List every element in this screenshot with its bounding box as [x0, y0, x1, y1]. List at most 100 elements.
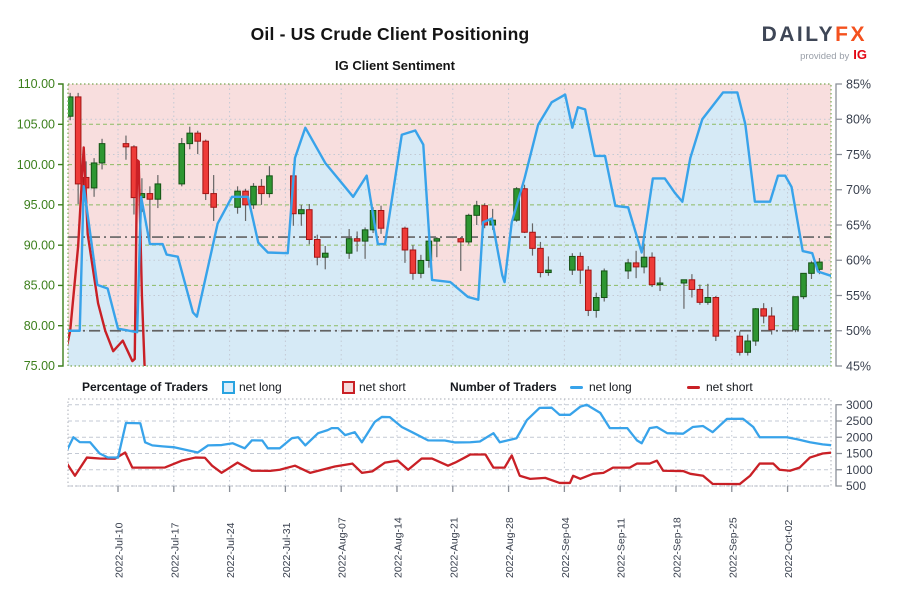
candle-down	[712, 297, 720, 337]
price-axis-line	[58, 83, 64, 367]
candle-up	[800, 272, 807, 298]
price-tick-label: 80.00	[24, 319, 55, 333]
candle-up	[752, 308, 759, 342]
candle-down	[353, 238, 361, 242]
dailyfx-logo[interactable]: DAILYFX provided by IG	[762, 24, 867, 62]
net-long-shaded-area	[68, 92, 831, 366]
candle-up	[417, 259, 425, 274]
candle-up	[600, 270, 608, 299]
candle-down	[210, 193, 217, 208]
legend-count-net-long: net long	[589, 380, 632, 394]
candle-up	[68, 96, 74, 117]
pct-tick-label: 50%	[846, 324, 871, 338]
main-panel-border	[67, 83, 832, 367]
candle-down	[768, 315, 775, 331]
candle-up	[186, 132, 194, 145]
legend-number-of-traders: Number of Traders	[450, 380, 557, 394]
candle-up	[321, 252, 329, 258]
dailyfx-logo-text: DAILYFX	[761, 23, 867, 46]
candle-down	[377, 209, 385, 229]
date-tick-label: 2022-Aug-07	[337, 517, 349, 578]
net-long-pct-line	[68, 91, 831, 334]
candle-up	[656, 282, 664, 286]
candle-up	[154, 183, 162, 200]
candle-down	[688, 279, 696, 290]
count-axis-line	[835, 404, 842, 487]
candle-down	[146, 193, 154, 200]
price-tick-label: 100.00	[17, 158, 55, 172]
candle-down	[632, 262, 640, 268]
net-long-line-swatch	[570, 386, 583, 389]
candle-down	[74, 96, 82, 185]
candle-up	[704, 297, 712, 303]
page-subtitle: IG Client Sentiment	[335, 58, 455, 73]
date-tick-label: 2022-Sep-25	[727, 517, 739, 578]
candle-up	[345, 238, 353, 254]
date-tick-label: 2022-Jul-17	[169, 522, 181, 578]
candle-up	[592, 297, 600, 311]
candle-down	[584, 269, 592, 311]
candle-down	[537, 247, 544, 274]
legend-count-net-short: net short	[706, 380, 753, 394]
pct-axis-line	[835, 83, 842, 367]
candle-up	[250, 185, 257, 206]
candle-down	[401, 227, 409, 251]
pct-tick-label: 70%	[846, 183, 871, 197]
candle-up	[624, 262, 632, 272]
candle-up	[473, 205, 480, 216]
net-short-line-swatch	[687, 386, 700, 389]
count-tick-label: 2500	[846, 414, 873, 428]
candle-down	[122, 143, 130, 148]
date-tick-label: 2022-Sep-04	[560, 517, 572, 578]
price-tick-label: 95.00	[24, 198, 55, 212]
legend-pct-net-short: net short	[359, 380, 406, 394]
net-short-shaded-area	[68, 84, 831, 333]
trader-count-lines	[68, 403, 831, 486]
date-tick-label: 2022-Jul-24	[225, 522, 237, 578]
date-tick-label: 2022-Sep-11	[616, 518, 628, 578]
candle-down	[258, 185, 265, 195]
candle-up	[90, 162, 98, 189]
candle-down	[409, 249, 417, 274]
candle-down	[521, 188, 528, 233]
candle-up	[640, 256, 648, 268]
price-tick-label: 90.00	[24, 238, 55, 252]
count-tick-label: 3000	[846, 398, 873, 412]
candle-up	[465, 214, 473, 243]
net-long-count-line	[68, 403, 831, 459]
candle-down	[760, 308, 767, 317]
candle-down	[529, 231, 536, 249]
candle-down	[313, 239, 321, 258]
net-short-count-line	[68, 451, 831, 486]
candle-down	[202, 140, 209, 195]
lower-panel-border	[67, 398, 832, 487]
legend-pct-net-long: net long	[239, 380, 282, 394]
candle-up	[178, 143, 186, 185]
pct-tick-label: 55%	[846, 289, 871, 303]
date-tick-label: 2022-Oct-02	[783, 519, 795, 578]
candle-up	[361, 229, 369, 242]
price-tick-label: 110.00	[18, 77, 55, 91]
candle-down	[736, 335, 744, 353]
candle-down	[194, 132, 202, 142]
date-tick-label: 2022-Aug-14	[392, 517, 404, 578]
price-axis: 110.00 105.00 100.00 95.00 90.00 85.00 80.00 75…	[17, 77, 64, 373]
candle-down	[648, 256, 656, 286]
date-tick-label: 2022-Aug-28	[504, 517, 516, 578]
candle-up	[266, 175, 273, 195]
provided-by-ig: provided by IG	[800, 47, 867, 62]
legend: Percentage of Traders net long net short…	[0, 378, 900, 399]
pct-tick-label: 80%	[846, 113, 871, 127]
price-tick-label: 105.00	[17, 117, 55, 131]
candle-up	[744, 340, 752, 353]
net-short-box-swatch	[342, 381, 355, 394]
date-axis: 2022-Jul-10 2022-Jul-17 2022-Jul-24 2022-Ju…	[114, 486, 795, 578]
count-tick-label: 1000	[846, 463, 873, 477]
candle-up	[98, 143, 106, 164]
candle-up	[545, 269, 552, 274]
sentiment-shading	[68, 84, 831, 366]
candle-up	[569, 255, 576, 271]
candle-down	[481, 205, 488, 226]
